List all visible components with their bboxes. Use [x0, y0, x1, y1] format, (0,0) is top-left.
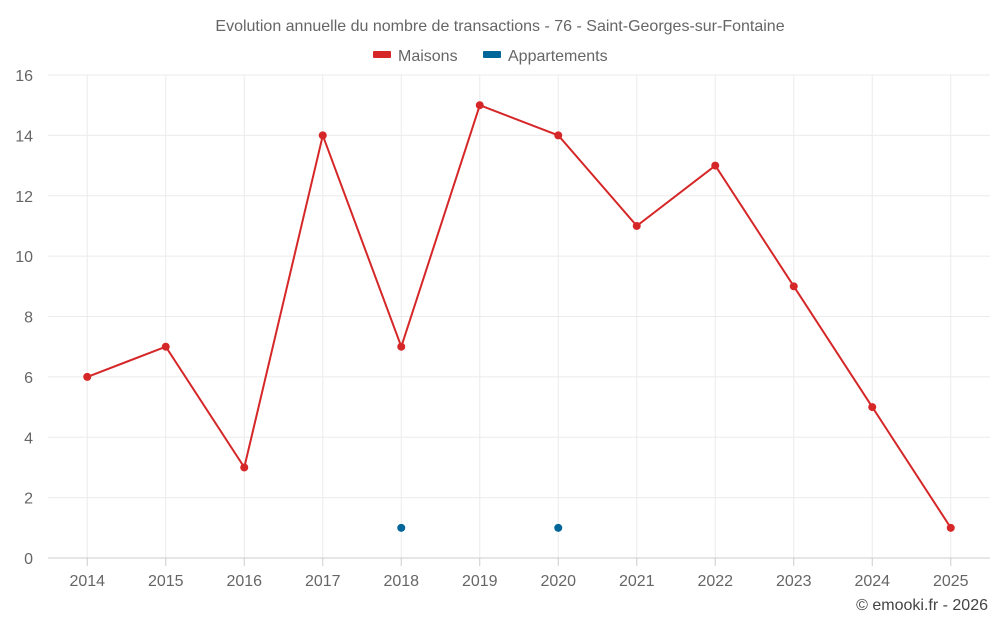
y-tick-label: 2 [24, 491, 33, 508]
legend-swatch [483, 51, 501, 58]
y-tick-label: 12 [15, 189, 33, 206]
data-point[interactable] [554, 131, 563, 140]
data-point[interactable] [554, 523, 563, 532]
x-tick-label: 2023 [776, 573, 812, 590]
data-point[interactable] [946, 523, 955, 532]
series [83, 101, 955, 532]
x-tick-label: 2020 [540, 573, 576, 590]
legend-label: Appartements [508, 48, 608, 65]
x-tick-label: 2024 [854, 573, 890, 590]
chart-title: Evolution annuelle du nombre de transact… [215, 18, 784, 35]
data-point[interactable] [789, 282, 798, 291]
y-tick-label: 10 [15, 249, 33, 266]
x-tick-label: 2025 [933, 573, 969, 590]
legend-item-maisons[interactable]: Maisons [373, 48, 458, 65]
y-tick-label: 6 [24, 370, 33, 387]
y-tick-label: 4 [24, 430, 33, 447]
grid [48, 74, 990, 558]
axes: 0 2 4 6 8 10 12 14 16 2014 2015 2016 2017 2018 2019 202… [15, 68, 990, 590]
data-point[interactable] [632, 221, 641, 230]
x-tick-label: 2015 [148, 573, 184, 590]
data-point[interactable] [397, 523, 406, 532]
y-tick-label: 0 [24, 551, 33, 568]
x-tick-label: 2014 [69, 573, 105, 590]
data-point[interactable] [868, 403, 877, 412]
y-tick-label: 16 [15, 68, 33, 85]
data-point[interactable] [240, 463, 249, 472]
legend-swatch [373, 51, 391, 58]
y-tick-label: 8 [24, 310, 33, 327]
series-appartements [397, 523, 563, 532]
data-point[interactable] [397, 342, 406, 351]
x-tick-label: 2022 [697, 573, 733, 590]
series-line [86, 103, 952, 529]
y-tick-label: 14 [15, 128, 33, 145]
data-point[interactable] [318, 131, 327, 140]
x-tick-label: 2016 [226, 573, 262, 590]
data-point[interactable] [711, 161, 720, 170]
x-tick-label: 2019 [462, 573, 498, 590]
legend: Maisons Appartements [373, 48, 608, 65]
x-tick-label: 2021 [619, 573, 655, 590]
legend-label: Maisons [398, 48, 458, 65]
series-maisons [83, 101, 955, 532]
data-point[interactable] [161, 342, 170, 351]
x-tick-label: 2017 [305, 573, 341, 590]
legend-item-appartements[interactable]: Appartements [483, 48, 608, 65]
data-point[interactable] [83, 372, 92, 381]
credit-text: © emooki.fr - 2026 [856, 597, 988, 614]
x-tick-label: 2018 [383, 573, 419, 590]
data-point[interactable] [475, 101, 484, 110]
